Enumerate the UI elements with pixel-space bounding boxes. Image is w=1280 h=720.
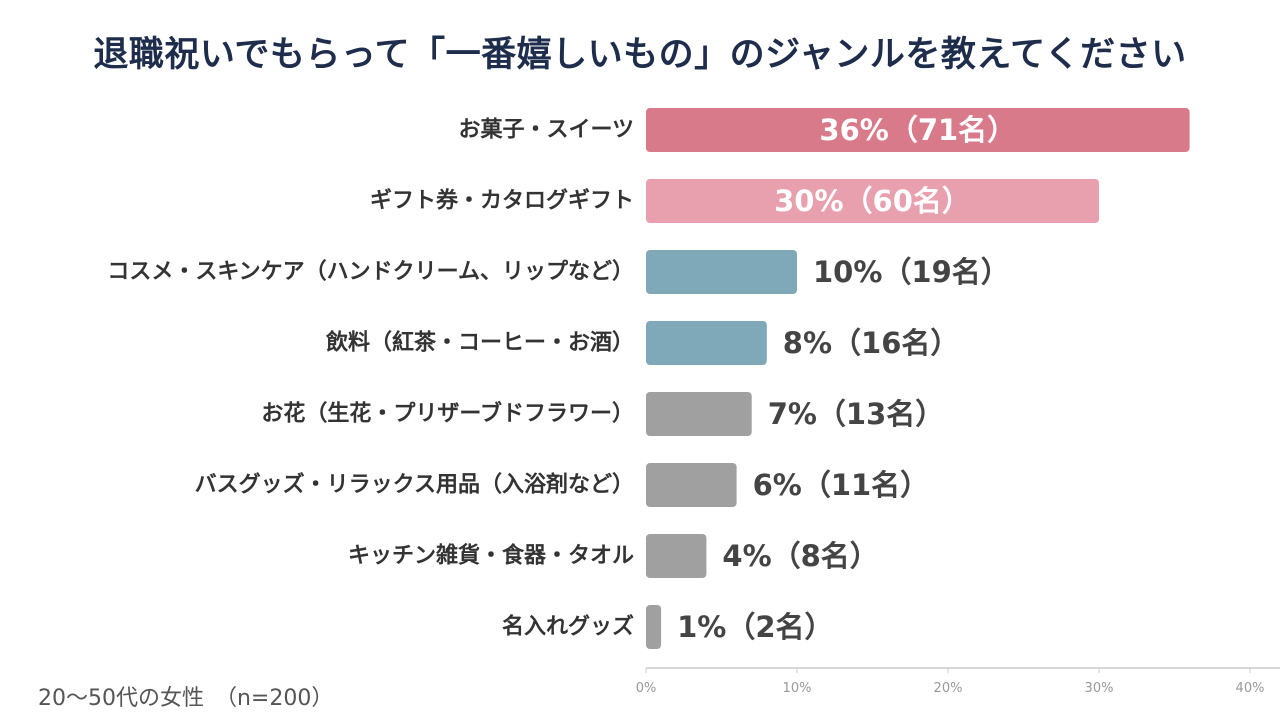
category-label: お花（生花・プリザーブドフラワー）	[261, 401, 634, 427]
sample-note: 20〜50代の女性 （n=200）	[38, 686, 334, 711]
bar	[646, 605, 662, 649]
bar	[646, 179, 1099, 223]
x-tick-label: 30%	[1085, 681, 1114, 696]
data-label: 8%（16名）	[783, 326, 960, 360]
category-label: お菓子・スイーツ	[458, 117, 634, 143]
chart-title: 退職祝いでもらって「一番嬉しいもの」のジャンルを教えてください	[93, 35, 1187, 75]
x-tick-label: 40%	[1236, 681, 1265, 696]
category-label: キッチン雑貨・食器・タオル	[348, 543, 634, 569]
category-label: ギフト券・カタログギフト	[370, 188, 634, 214]
category-label: バスグッズ・リラックス用品（入浴剤など）	[195, 472, 634, 498]
category-label: コスメ・スキンケア（ハンドクリーム、リップなど）	[107, 260, 634, 285]
bar	[646, 534, 707, 578]
data-label: 10%（19名）	[813, 255, 1010, 289]
category-label: 飲料（紅茶・コーヒー・お酒）	[325, 330, 634, 356]
x-tick-label: 10%	[783, 681, 812, 696]
data-label: 6%（11名）	[753, 468, 930, 502]
data-label: 30%（60名）	[774, 184, 971, 218]
x-tick-label: 20%	[934, 681, 963, 696]
bar	[646, 108, 1190, 152]
data-label: 4%（8名）	[722, 539, 878, 573]
data-label: 36%（71名）	[819, 113, 1016, 147]
data-label: 7%（13名）	[768, 397, 945, 431]
bar	[646, 392, 752, 436]
category-label: 名入れグッズ	[502, 614, 634, 640]
x-tick-label: 0%	[636, 681, 657, 696]
bar	[646, 250, 797, 294]
data-label: 1%（2名）	[677, 610, 833, 644]
bar	[646, 321, 767, 365]
bar	[646, 463, 737, 507]
